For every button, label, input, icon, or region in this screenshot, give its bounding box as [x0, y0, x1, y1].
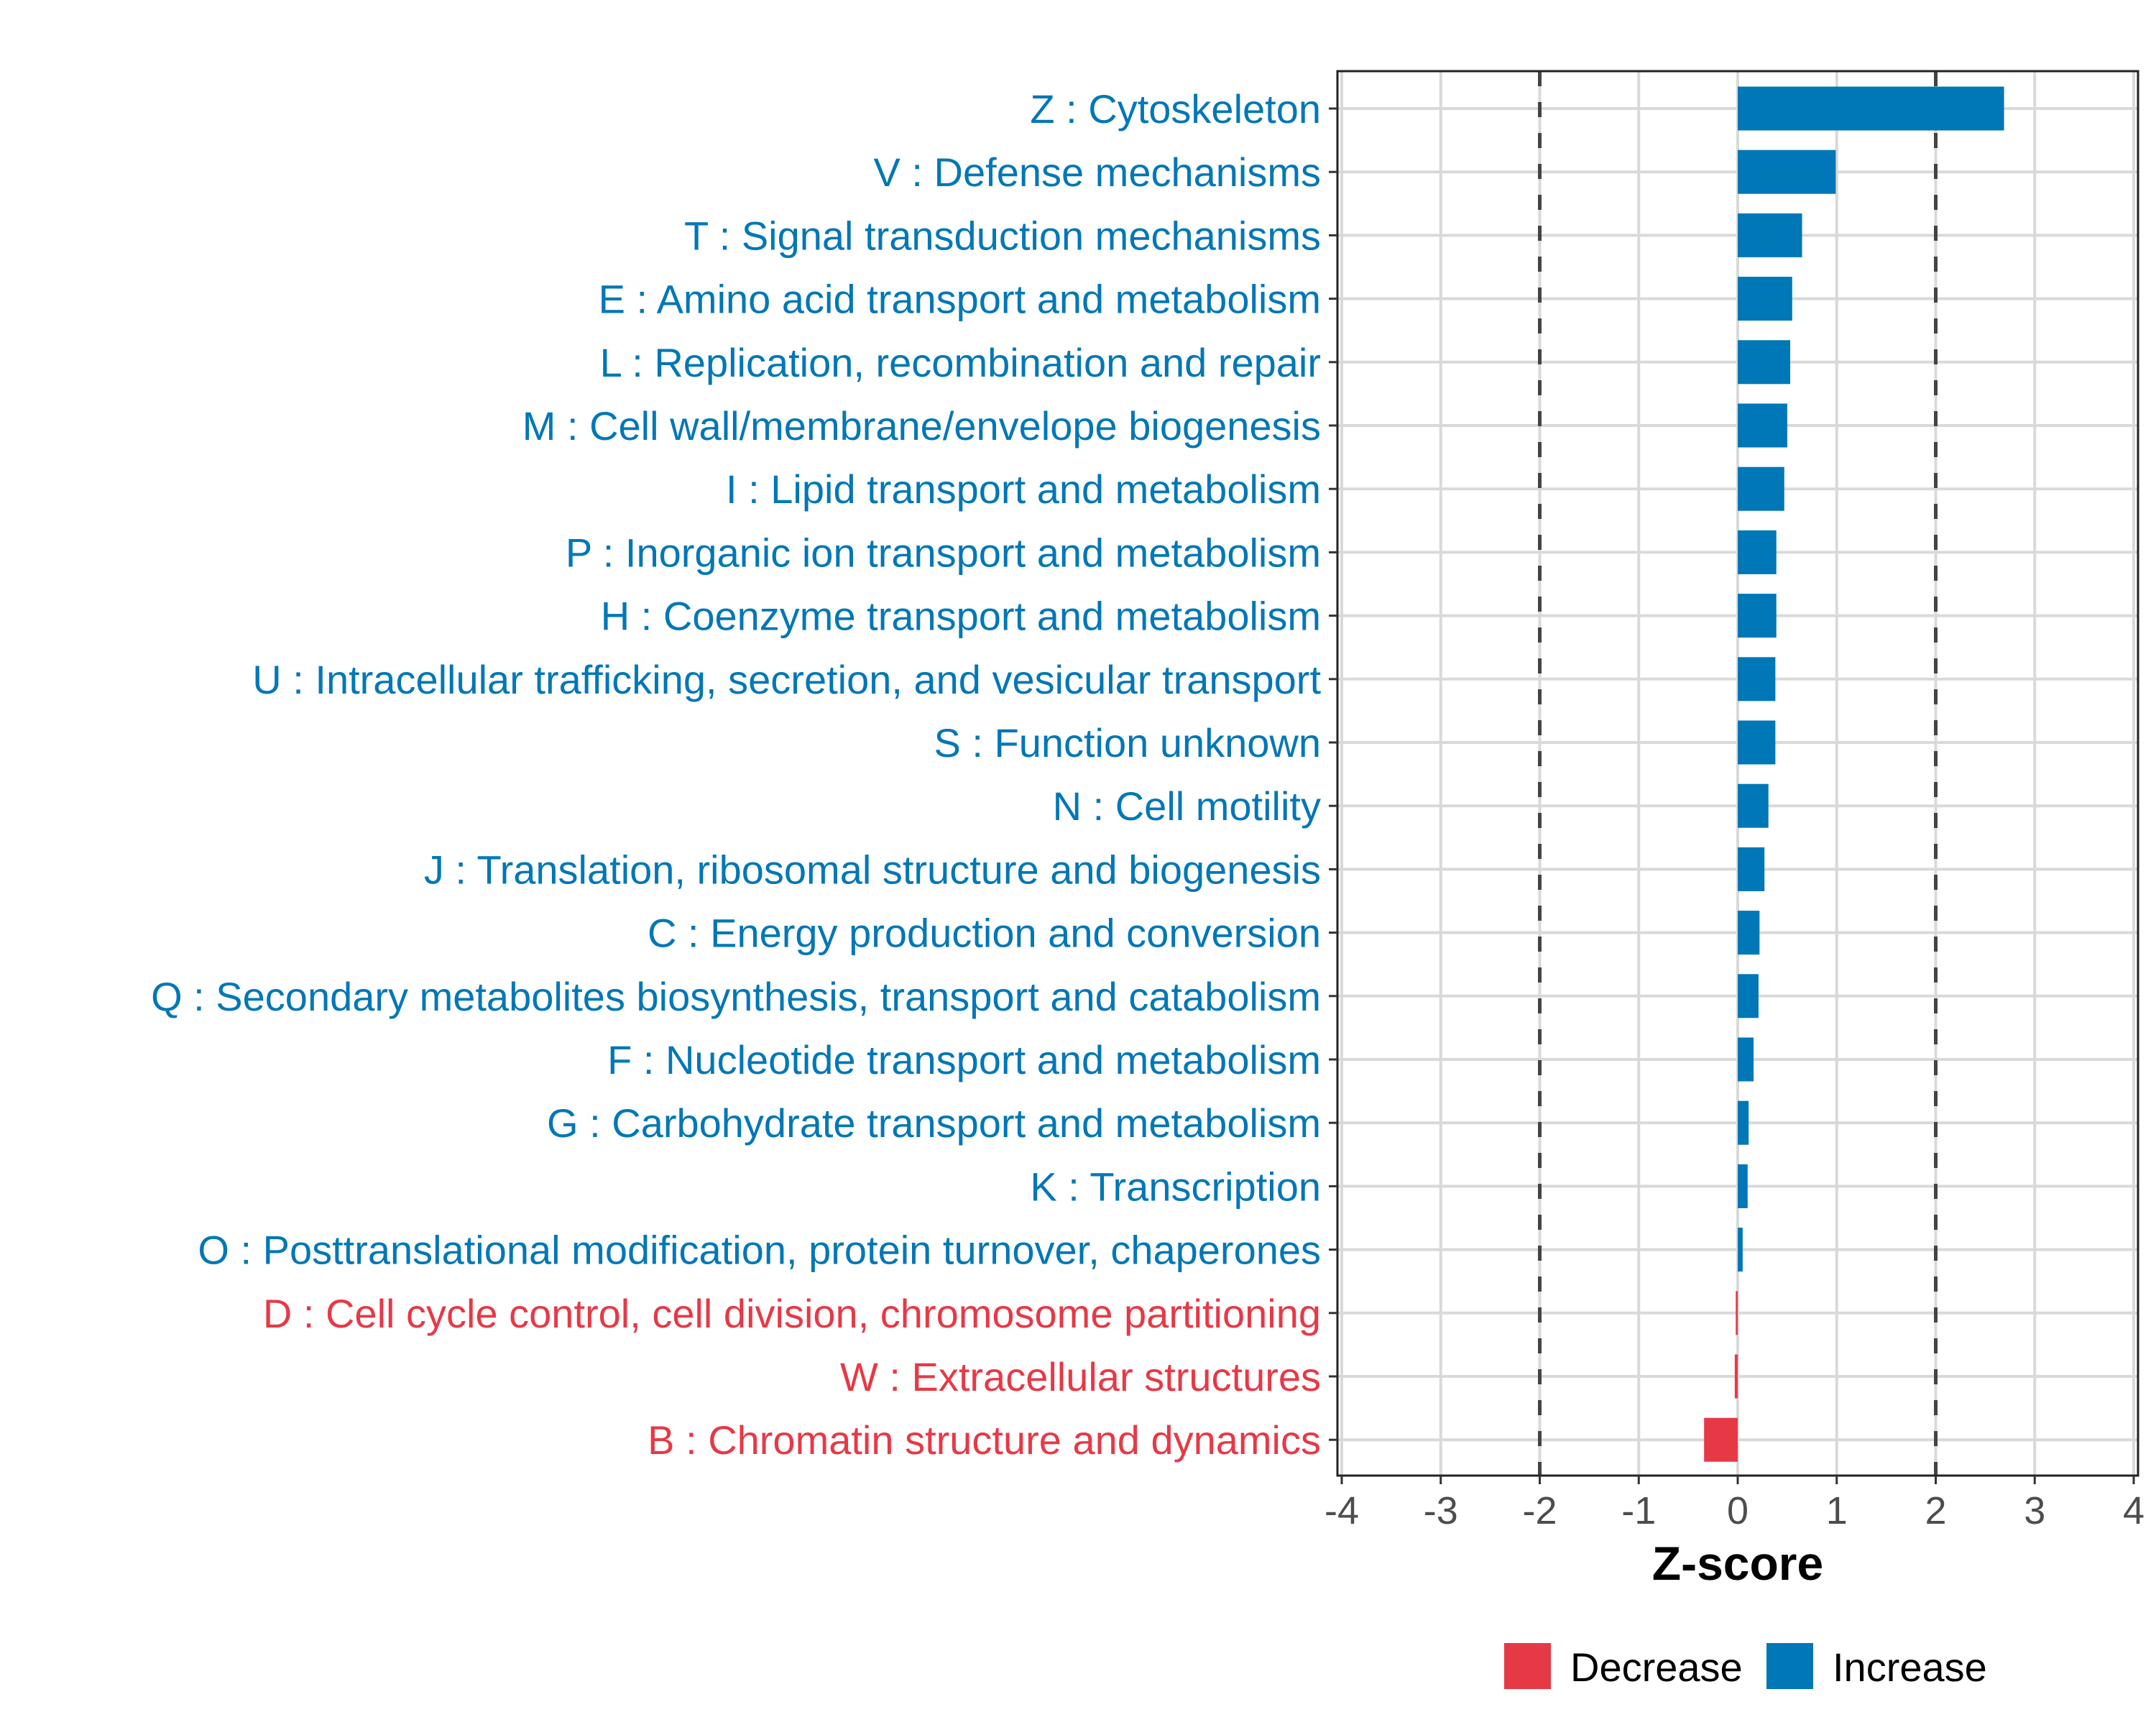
bar-i [1738, 466, 1784, 511]
x-axis: -4 -3 -2 -1 0 1 2 3 4 [1325, 1476, 2145, 1532]
bar-z [1738, 86, 2004, 131]
bars [1704, 86, 2004, 1462]
y-tick-label: E : Amino acid transport and metabolism [599, 277, 1321, 322]
y-tick-label: M : Cell wall/membrane/envelope biogenes… [522, 403, 1321, 448]
legend-label-increase: Increase [1833, 1644, 1987, 1690]
bar-c [1738, 911, 1760, 955]
bar-o [1738, 1228, 1743, 1272]
legend-swatch-increase [1766, 1643, 1813, 1689]
y-tick-label: D : Cell cycle control, cell division, c… [263, 1291, 1321, 1336]
bar-s [1738, 720, 1776, 765]
x-tick-label: 3 [2024, 1489, 2045, 1532]
bar-m [1738, 403, 1787, 448]
bar-h [1738, 594, 1777, 638]
bar-f [1738, 1037, 1754, 1082]
bar-q [1738, 974, 1759, 1018]
y-tick-label: O : Posttranslational modification, prot… [198, 1228, 1321, 1273]
bar-v [1738, 150, 1836, 194]
x-axis-title: Z-score [1652, 1537, 1823, 1590]
bar-d [1736, 1291, 1738, 1335]
bar-u [1738, 657, 1776, 702]
y-tick-label: G : Carbohydrate transport and metabolis… [547, 1100, 1321, 1146]
bar-b [1704, 1417, 1738, 1462]
bar-n [1738, 783, 1769, 828]
bar-t [1738, 213, 1802, 257]
x-tick-label: 2 [1925, 1489, 1946, 1532]
x-tick-label: -2 [1522, 1489, 1557, 1532]
y-tick-label: T : Signal transduction mechanisms [684, 213, 1321, 258]
x-tick-label: -4 [1325, 1489, 1359, 1532]
y-tick-label: B : Chromatin structure and dynamics [648, 1417, 1321, 1463]
x-tick-label: 0 [1727, 1489, 1749, 1532]
x-tick-label: 4 [2123, 1489, 2145, 1532]
y-tick-label: P : Inorganic ion transport and metaboli… [566, 530, 1321, 575]
y-tick-label: Z : Cytoskeleton [1030, 86, 1321, 132]
y-tick-label: Q : Secondary metabolites biosynthesis, … [151, 974, 1321, 1019]
bar-j [1738, 847, 1765, 891]
x-tick-label: 1 [1826, 1489, 1848, 1532]
y-tick-label: K : Transcription [1030, 1164, 1321, 1209]
bar-w [1734, 1354, 1738, 1399]
y-tick-label: C : Energy production and conversion [648, 911, 1321, 956]
x-tick-label: -3 [1424, 1489, 1458, 1532]
y-tick-label: H : Coenzyme transport and metabolism [601, 594, 1321, 639]
bar-e [1738, 277, 1792, 321]
bar-g [1738, 1100, 1749, 1145]
y-tick-label: I : Lipid transport and metabolism [726, 466, 1321, 512]
bar-p [1738, 530, 1777, 574]
legend-label-decrease: Decrease [1570, 1644, 1743, 1690]
y-tick-label: U : Intracellular trafficking, secretion… [252, 657, 1321, 702]
y-tick-label: N : Cell motility [1053, 783, 1321, 829]
y-tick-label: J : Translation, ribosomal structure and… [424, 847, 1321, 892]
bar-k [1738, 1164, 1748, 1208]
x-tick-label: -1 [1621, 1489, 1656, 1532]
y-tick-label: L : Replication, recombination and repai… [600, 340, 1321, 385]
y-tick-label: W : Extracellular structures [840, 1354, 1321, 1399]
y-tick-label: V : Defense mechanisms [874, 150, 1321, 195]
bar-l [1738, 340, 1791, 385]
legend-swatch-decrease [1504, 1643, 1551, 1689]
legend: Decrease Increase [1504, 1643, 1987, 1690]
y-tick-label: F : Nucleotide transport and metabolism [607, 1037, 1321, 1082]
y-tick-label: S : Function unknown [934, 720, 1321, 765]
y-axis-labels: Z : Cytoskeleton V : Defense mechanisms T … [151, 86, 1337, 1463]
